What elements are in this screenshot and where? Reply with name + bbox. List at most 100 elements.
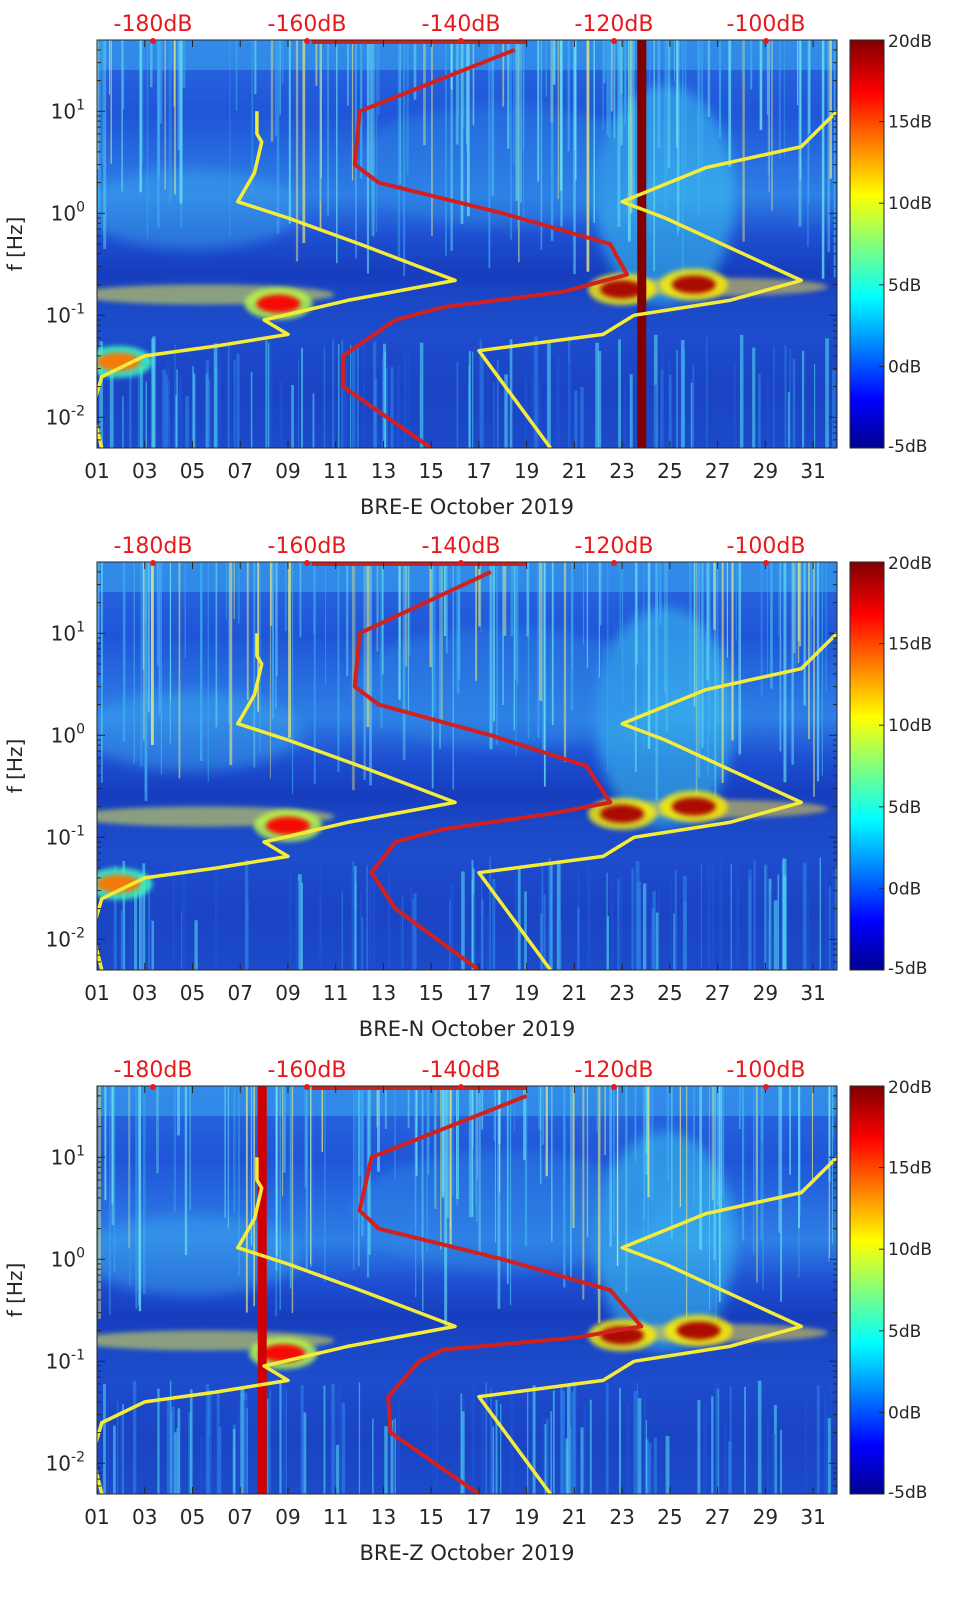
streak xyxy=(684,40,687,204)
streak xyxy=(377,40,380,115)
low-frequency-streak xyxy=(237,1402,241,1494)
low-frequency-streak xyxy=(390,367,394,448)
streak xyxy=(664,40,668,214)
streak xyxy=(810,562,812,661)
low-frequency-streak xyxy=(773,1405,777,1494)
streak xyxy=(445,562,448,654)
low-frequency-streak xyxy=(711,1396,714,1494)
streak xyxy=(493,1086,496,1142)
x-tick-label: 13 xyxy=(371,981,396,1005)
streak xyxy=(109,40,110,95)
low-frequency-streak xyxy=(619,1387,621,1494)
streak xyxy=(228,562,230,724)
streak xyxy=(527,562,530,739)
streak xyxy=(735,562,737,642)
low-frequency-streak xyxy=(707,862,711,970)
streak xyxy=(279,40,282,116)
low-frequency-streak xyxy=(583,1403,587,1494)
streak xyxy=(259,562,261,753)
streak xyxy=(636,562,638,665)
low-frequency-streak xyxy=(382,357,384,448)
hot-spot-3 xyxy=(600,280,645,299)
streak xyxy=(753,1086,755,1255)
low-frequency-streak xyxy=(335,1445,340,1494)
streak xyxy=(713,562,716,630)
saturated-band-1 xyxy=(257,1086,267,1494)
streak xyxy=(177,1086,180,1136)
yellow-noise-curve xyxy=(477,110,837,448)
low-frequency-streak xyxy=(758,374,761,448)
streak xyxy=(493,562,495,722)
low-frequency-streak xyxy=(665,1436,670,1494)
streak xyxy=(708,562,711,734)
streak xyxy=(458,40,460,117)
streak xyxy=(675,40,679,148)
low-frequency-streak xyxy=(816,1385,820,1494)
low-frequency-streak xyxy=(460,1393,463,1494)
streak xyxy=(760,1086,763,1240)
streak xyxy=(811,1086,814,1182)
streak xyxy=(110,40,113,164)
low-frequency-streak xyxy=(319,896,322,970)
low-frequency-streak xyxy=(165,375,168,448)
low-frequency-streak xyxy=(432,1384,434,1494)
streak xyxy=(407,1086,410,1129)
low-frequency-streak xyxy=(162,369,166,448)
streak xyxy=(121,40,123,192)
low-frequency-streak xyxy=(138,874,142,970)
streak xyxy=(406,40,409,174)
streak xyxy=(721,562,724,783)
low-frequency-streak xyxy=(334,1394,337,1494)
low-frequency-streak xyxy=(711,862,715,970)
streak xyxy=(728,40,732,167)
streak xyxy=(480,562,482,632)
hot-spot-2 xyxy=(256,294,301,313)
low-frequency-streak xyxy=(496,360,499,448)
streak xyxy=(567,40,570,152)
low-frequency-streak xyxy=(700,862,702,970)
streak xyxy=(238,1086,240,1277)
streak xyxy=(674,40,675,82)
x-tick-label: 11 xyxy=(323,981,348,1005)
low-frequency-streak xyxy=(676,350,678,448)
x-tick-label: 31 xyxy=(800,1505,825,1529)
streak xyxy=(271,562,275,720)
streak xyxy=(283,1086,286,1173)
streak xyxy=(394,1086,396,1179)
low-frequency-streak xyxy=(651,908,656,970)
streak xyxy=(473,40,475,127)
low-frequency-streak xyxy=(139,366,143,448)
streak xyxy=(253,562,256,768)
colorbar-tick-label: 5dB xyxy=(888,798,921,818)
yellow-noise-curve xyxy=(477,632,837,970)
streak xyxy=(650,1086,654,1202)
low-frequency-streak xyxy=(801,350,805,448)
low-frequency-streak xyxy=(137,355,140,448)
streak xyxy=(98,1086,101,1320)
streak xyxy=(371,40,375,237)
streak xyxy=(177,40,180,151)
streak xyxy=(770,562,773,689)
streak xyxy=(478,562,481,627)
low-frequency-streak xyxy=(213,343,218,448)
streak xyxy=(158,562,161,714)
streak xyxy=(779,562,782,752)
low-frequency-streak xyxy=(728,1441,732,1494)
streak xyxy=(539,1086,542,1184)
x-tick-label: 29 xyxy=(753,981,778,1005)
low-frequency-streak xyxy=(537,379,541,448)
x-tick-label: 19 xyxy=(514,981,539,1005)
streak xyxy=(693,1086,695,1206)
streak xyxy=(759,40,763,130)
streak xyxy=(620,40,623,146)
streak xyxy=(315,40,318,86)
low-frequency-streak xyxy=(373,881,376,970)
low-frequency-streak xyxy=(279,382,283,448)
low-frequency-streak xyxy=(412,898,415,970)
streak xyxy=(679,1086,681,1208)
streak xyxy=(156,562,159,666)
y-axis: 10-2 100 10-1 101 xyxy=(46,561,837,971)
x-tick-label: 25 xyxy=(657,459,682,483)
streak xyxy=(613,1086,615,1236)
low-frequency-streak xyxy=(620,875,623,970)
